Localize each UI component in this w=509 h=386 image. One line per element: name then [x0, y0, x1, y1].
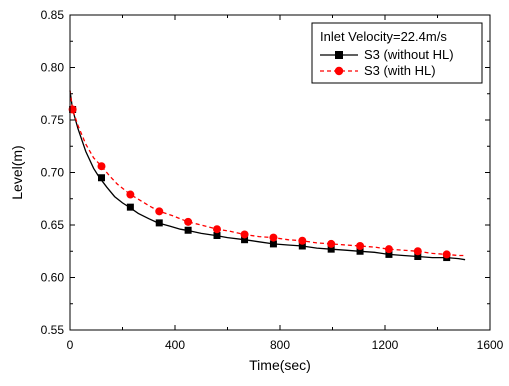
data-point-series-1	[68, 105, 77, 114]
x-tick-label: 400	[165, 338, 185, 352]
data-point-series-0	[184, 226, 192, 234]
y-axis-label: Level(m)	[9, 145, 25, 199]
data-point-series-0	[414, 253, 422, 260]
data-point-series-0	[155, 219, 163, 227]
data-point-series-1	[442, 250, 451, 259]
x-tick-label: 1200	[372, 338, 399, 352]
x-tick-label: 1600	[477, 338, 504, 352]
legend-label-series-0: S3 (without HL)	[364, 47, 454, 62]
y-tick-label: 0.55	[41, 323, 65, 337]
data-point-series-1	[356, 242, 365, 250]
y-tick-label: 0.80	[41, 61, 65, 75]
data-point-series-0	[213, 232, 221, 239]
data-point-series-1	[97, 162, 106, 171]
x-tick-label: 0	[67, 338, 74, 352]
series-layer	[68, 90, 466, 262]
legend: Inlet Velocity=22.4m/s S3 (without HL) S…	[311, 22, 483, 84]
data-point-series-0	[327, 245, 335, 253]
data-point-series-0	[298, 242, 306, 250]
legend-title: Inlet Velocity=22.4m/s	[320, 29, 447, 44]
data-point-series-0	[356, 247, 364, 255]
data-point-series-0	[385, 250, 393, 258]
data-point-series-1	[327, 239, 336, 248]
data-point-series-1	[184, 217, 193, 226]
legend-marker-series-0	[335, 51, 343, 59]
axes-layer: 0 400 800 1200 1600 0.55 0.60 0.65 0.70 0.75 0.80 0…	[41, 8, 504, 352]
data-point-series-1	[298, 236, 307, 245]
data-point-series-1	[155, 207, 164, 216]
y-tick-label: 0.75	[41, 113, 65, 127]
x-tick-label: 800	[270, 338, 290, 352]
data-point-series-1	[384, 245, 393, 254]
data-point-series-0	[241, 236, 249, 244]
legend-marker-series-1	[334, 66, 344, 76]
data-point-series-1	[413, 247, 422, 256]
data-point-series-0	[269, 240, 277, 248]
y-tick-label: 0.65	[41, 218, 65, 232]
y-tick-label: 0.60	[41, 271, 65, 285]
x-axis-label: Time(sec)	[249, 357, 311, 373]
series-line-1	[69, 90, 466, 257]
data-point-series-1	[126, 190, 135, 199]
y-tick-label: 0.70	[41, 166, 65, 180]
series-line-0	[69, 90, 466, 261]
data-point-series-0	[126, 203, 134, 211]
data-point-series-1	[269, 233, 278, 242]
data-point-series-1	[240, 230, 249, 239]
data-point-series-1	[213, 225, 221, 234]
data-point-series-0	[98, 174, 105, 182]
y-tick-label: 0.85	[41, 8, 65, 22]
legend-label-series-1: S3 (with HL)	[364, 63, 436, 78]
